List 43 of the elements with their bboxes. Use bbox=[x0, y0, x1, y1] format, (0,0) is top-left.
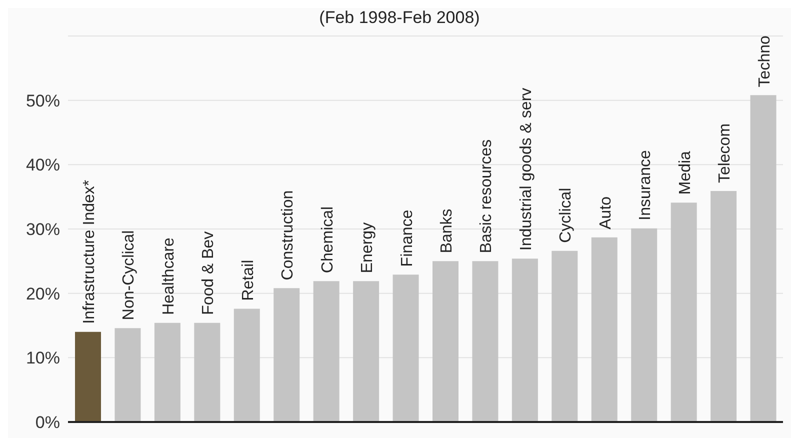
x-tick-label: Healthcare bbox=[160, 237, 178, 315]
x-tick-label: Telecom bbox=[716, 123, 734, 184]
x-tick-label: Insurance bbox=[637, 150, 654, 220]
x-tick-label: Media bbox=[676, 150, 694, 195]
x-tick-label: Infrastructure Index* bbox=[81, 180, 98, 324]
x-tick-label: Chemical bbox=[319, 206, 336, 274]
bar bbox=[234, 308, 260, 422]
x-tick-label: Cyclical bbox=[558, 188, 575, 243]
x-tick-label: Auto bbox=[597, 196, 614, 230]
y-tick-label: 50% bbox=[26, 91, 60, 110]
bar bbox=[472, 261, 498, 422]
x-tick-label: Food & Bev bbox=[200, 231, 218, 315]
bar bbox=[552, 250, 578, 422]
bar bbox=[392, 274, 419, 422]
y-tick-label: 20% bbox=[26, 284, 60, 304]
x-tick-label: Retail bbox=[240, 260, 257, 301]
bar bbox=[154, 322, 180, 422]
x-tick-label: Banks bbox=[438, 208, 456, 254]
bar bbox=[710, 191, 737, 422]
x-tick-label: Basic resources bbox=[478, 139, 496, 254]
bar bbox=[512, 258, 538, 422]
bar bbox=[631, 228, 658, 422]
bar bbox=[353, 281, 380, 422]
bar bbox=[75, 332, 101, 422]
bar bbox=[591, 237, 618, 422]
y-tick-label: 40% bbox=[26, 156, 60, 175]
bar bbox=[114, 328, 141, 422]
x-tick-label: Construction bbox=[280, 190, 297, 280]
x-tick-label: Finance bbox=[398, 210, 416, 267]
chart-subtitle: (Feb 1998-Feb 2008) bbox=[318, 8, 481, 28]
bar bbox=[194, 322, 220, 422]
y-tick-label: 0% bbox=[35, 413, 60, 432]
bar bbox=[313, 281, 340, 422]
x-tick-label: Industrial goods & serv bbox=[518, 88, 535, 251]
y-tick-label: 30% bbox=[26, 220, 60, 240]
bar bbox=[670, 202, 697, 422]
bar bbox=[432, 261, 458, 422]
bar bbox=[274, 288, 300, 422]
y-tick-label: 10% bbox=[26, 348, 60, 368]
x-tick-label: Non-Cyclical bbox=[120, 230, 138, 320]
bar bbox=[750, 95, 776, 422]
x-tick-label: Techno bbox=[756, 35, 774, 88]
x-tick-label: Energy bbox=[359, 222, 376, 274]
